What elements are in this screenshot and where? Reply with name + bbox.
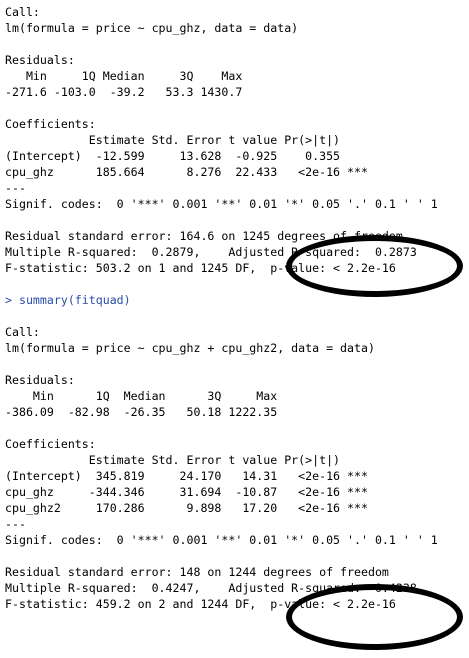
formula-line: lm(formula = price ~ cpu_ghz, data = dat… (5, 21, 299, 35)
command-prompt-line[interactable]: > summary(fitquad) (5, 293, 131, 307)
residuals-label: Residuals: (5, 53, 75, 67)
call-label: Call: (5, 5, 40, 19)
separator-line: --- (5, 181, 26, 195)
coefficients-label: Coefficients: (5, 117, 96, 131)
coefficients-label: Coefficients: (5, 437, 96, 451)
formula-line: lm(formula = price ~ cpu_ghz + cpu_ghz2,… (5, 341, 375, 355)
coefficient-row: (Intercept) -12.599 13.628 -0.925 0.355 (5, 149, 341, 163)
coefficient-row: (Intercept) 345.819 24.170 14.31 <2e-16 … (5, 469, 368, 483)
coefficients-header: Estimate Std. Error t value Pr(>|t|) (5, 133, 341, 147)
residuals-values: -271.6 -103.0 -39.2 53.3 1430.7 (5, 85, 243, 99)
residual-standard-error: Residual standard error: 164.6 on 1245 d… (5, 229, 403, 243)
f-statistic-line: F-statistic: 503.2 on 1 and 1245 DF, p-v… (5, 261, 396, 275)
coefficient-row: cpu_ghz2 170.286 9.898 17.20 <2e-16 *** (5, 501, 368, 515)
residuals-header: Min 1Q Median 3Q Max (5, 69, 243, 83)
signif-codes: Signif. codes: 0 '***' 0.001 '**' 0.01 '… (5, 197, 438, 211)
coefficient-row: cpu_ghz 185.664 8.276 22.433 <2e-16 *** (5, 165, 368, 179)
residual-standard-error: Residual standard error: 148 on 1244 deg… (5, 565, 389, 579)
coefficients-header: Estimate Std. Error t value Pr(>|t|) (5, 453, 341, 467)
call-label: Call: (5, 325, 40, 339)
r-squared-line: Multiple R-squared: 0.2879, Adjusted R-s… (5, 245, 417, 259)
signif-codes: Signif. codes: 0 '***' 0.001 '**' 0.01 '… (5, 533, 438, 547)
f-statistic-line: F-statistic: 459.2 on 2 and 1244 DF, p-v… (5, 597, 396, 611)
r-squared-line: Multiple R-squared: 0.4247, Adjusted R-s… (5, 581, 417, 595)
coefficient-row: cpu_ghz -344.346 31.694 -10.87 <2e-16 **… (5, 485, 368, 499)
residuals-header: Min 1Q Median 3Q Max (5, 389, 278, 403)
residuals-label: Residuals: (5, 373, 75, 387)
separator-line: --- (5, 517, 26, 531)
residuals-values: -386.09 -82.98 -26.35 50.18 1222.35 (5, 405, 278, 419)
